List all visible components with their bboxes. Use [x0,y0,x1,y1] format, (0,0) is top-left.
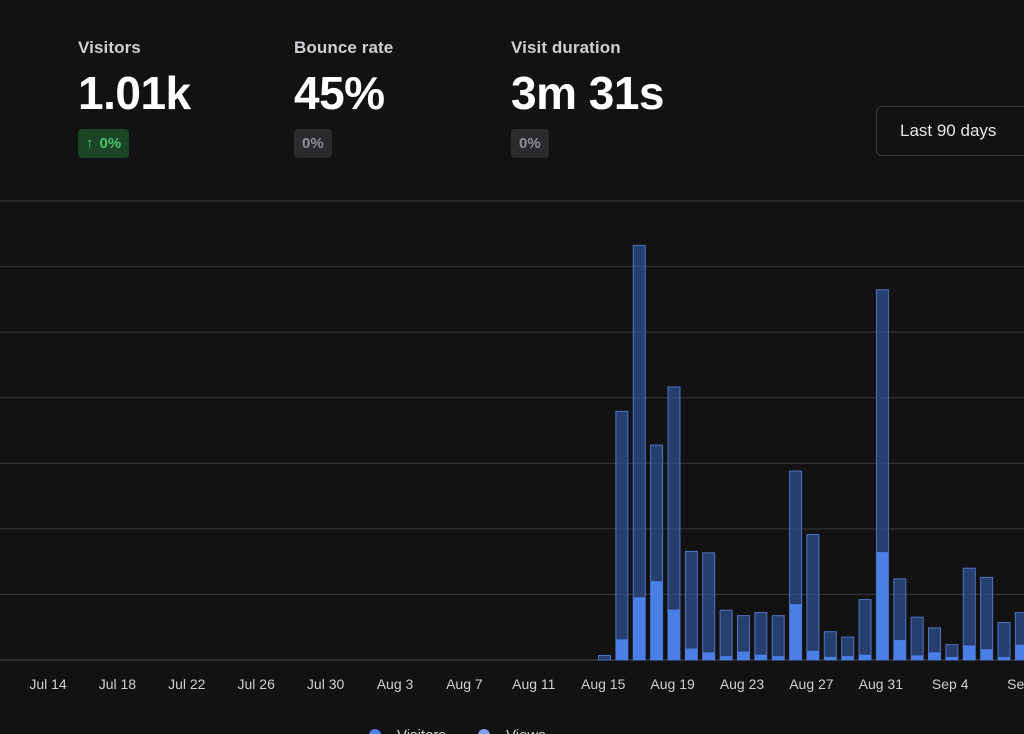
views-bar[interactable] [754,612,768,661]
metric-visitors-change-badge: ↑ 0% [78,129,130,158]
views-bar[interactable] [771,615,785,661]
visitors-bar[interactable] [685,648,698,660]
visitors-bar[interactable] [859,654,872,660]
x-tick-label: Aug 31 [859,676,904,692]
views-bar[interactable] [684,550,698,661]
metric-bounce-rate-change: 0% [302,135,324,152]
x-tick-label: Jul 22 [168,676,206,692]
views-bar[interactable] [719,609,733,661]
visitors-bar[interactable] [911,655,924,660]
views-bar[interactable] [823,631,837,661]
x-tick-label: Jul 30 [307,676,345,692]
metric-bounce-rate-change-badge: 0% [294,129,332,158]
views-bar[interactable] [806,534,820,661]
views-bar[interactable] [858,599,872,661]
metric-visit-duration-label: Visit duration [511,38,621,57]
metric-visitors-label: Visitors [78,38,141,57]
metric-bounce-rate-label: Bounce rate [294,38,394,57]
visitors-bar[interactable] [841,656,854,660]
views-bar[interactable] [702,552,716,661]
visitors-bar[interactable] [806,650,819,660]
x-tick-label: Jul 26 [238,676,276,692]
metric-visitors-change: 0% [99,135,122,152]
views-bar[interactable] [980,576,994,661]
metric-visitors-value: 1.01k [78,67,191,119]
views-bar[interactable] [910,616,924,661]
visitors-bar[interactable] [876,552,889,660]
metric-visitors[interactable]: Visitors 1.01k ↑ 0% [78,38,191,158]
x-tick-label: Aug 11 [512,676,556,692]
visitors-bar[interactable] [720,656,733,660]
visitors-bar[interactable] [1015,644,1024,660]
x-tick-label: Jul 18 [99,676,137,692]
x-tick-label: Jul 14 [29,676,67,692]
metric-visit-duration-value: 3m 31s [511,67,665,119]
legend-swatch [369,729,381,734]
visitors-bar[interactable] [754,654,767,660]
x-tick-label: Aug 7 [446,676,483,692]
visitors-bar[interactable] [928,652,941,660]
x-tick-label: Aug 27 [789,676,834,692]
views-bar[interactable] [615,410,629,661]
visitors-bar[interactable] [702,652,715,660]
x-tick-label: Aug 23 [720,676,765,692]
visitors-bar[interactable] [615,639,628,660]
x-tick-label: Sep 4 [932,676,969,692]
legend-label[interactable]: Visitors [397,727,446,734]
metric-bounce-rate[interactable]: Bounce rate 45% 0% [294,38,393,158]
arrow-up-icon: ↑ [86,135,94,152]
visitors-bar[interactable] [824,656,837,660]
visitors-bar[interactable] [980,649,993,660]
chart-grid [0,200,1024,661]
metric-visit-duration-change: 0% [519,135,541,152]
x-tick-label: Aug 3 [377,676,414,692]
visitors-bar[interactable] [945,656,958,660]
visitors-bar[interactable] [650,581,663,660]
visitors-bar[interactable] [772,656,785,660]
legend-label[interactable]: Views [506,727,546,734]
views-bar[interactable] [598,654,611,661]
metric-visit-duration-change-badge: 0% [511,129,549,158]
visitors-bar[interactable] [737,651,750,660]
x-tick-label: Sep [1007,676,1024,692]
x-tick-label: Aug 15 [581,676,626,692]
x-tick-label: Aug 19 [650,676,695,692]
date-range-select[interactable]: Last 90 days [876,106,1024,156]
views-bar[interactable] [997,622,1011,661]
metric-bounce-rate-value: 45% [294,67,385,119]
chart-legend: Visitors Views [369,727,546,734]
legend-swatch [478,729,490,734]
visitors-bar[interactable] [789,604,802,660]
chart-bars [598,244,1024,661]
visitors-bar[interactable] [998,656,1011,660]
visitors-bar[interactable] [667,609,680,660]
x-axis-ticks: Jul 14 Jul 18 Jul 22 Jul 26 Jul 30 Aug 3 Aug 7… [29,676,1024,692]
visitors-bar[interactable] [893,640,906,660]
visitors-bar[interactable] [633,597,646,660]
visitors-bar[interactable] [963,645,976,660]
metric-visit-duration[interactable]: Visit duration 3m 31s 0% [511,38,665,158]
